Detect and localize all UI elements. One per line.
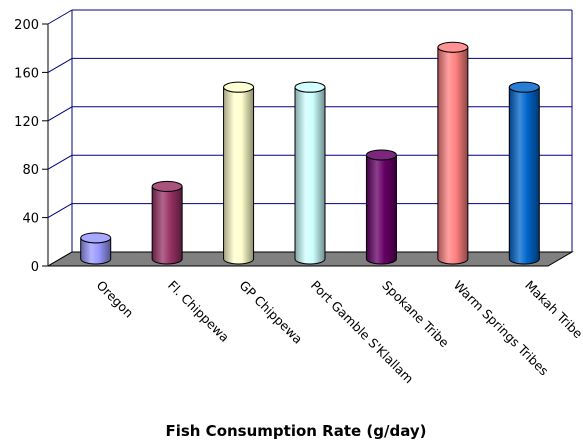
bar-6 bbox=[437, 41, 469, 265]
bar-body bbox=[508, 87, 540, 265]
bars-layer bbox=[80, 41, 540, 265]
x-category-labels: Oregon Fl. Chippewa GP Chippewa Port Gamble… bbox=[94, 278, 583, 387]
y-tick-labels: 0 40 80 120 160 200 bbox=[14, 18, 39, 275]
bar-top bbox=[365, 149, 397, 161]
bar-body bbox=[365, 154, 397, 265]
bar-body bbox=[223, 87, 255, 265]
y-tick-label: 200 bbox=[14, 18, 39, 33]
y-tick-label: 80 bbox=[22, 163, 39, 178]
bar-top bbox=[151, 180, 183, 192]
y-tick-label: 0 bbox=[31, 260, 39, 275]
bar-4 bbox=[294, 81, 326, 265]
gridline-side bbox=[47, 57, 73, 73]
bar-2 bbox=[151, 180, 183, 265]
bar-1 bbox=[80, 232, 112, 265]
y-tick-label: 120 bbox=[14, 115, 39, 130]
bar-top bbox=[294, 81, 326, 93]
gridline-side bbox=[47, 9, 73, 25]
gridline-side bbox=[47, 154, 73, 170]
gridline-side bbox=[47, 106, 73, 122]
x-category-label: Makah Tribe bbox=[522, 278, 583, 342]
bar-5 bbox=[365, 149, 397, 265]
gridline-side bbox=[47, 203, 73, 219]
bar-top bbox=[223, 81, 255, 93]
bar-top bbox=[508, 81, 540, 93]
bar-3 bbox=[223, 81, 255, 265]
x-category-label: Fl. Chippewa bbox=[165, 278, 232, 345]
bar-top bbox=[80, 232, 112, 244]
bar-top bbox=[437, 41, 469, 53]
bar-7 bbox=[508, 81, 540, 265]
y-tick-label: 160 bbox=[14, 66, 39, 81]
x-axis-title: Fish Consumption Rate (g/day) bbox=[165, 422, 426, 440]
bar-body bbox=[294, 87, 326, 265]
x-category-label: Oregon bbox=[94, 278, 137, 321]
bar-body bbox=[151, 186, 183, 265]
x-category-label: Spokane Tribe bbox=[379, 278, 452, 351]
x-category-label: GP Chippewa bbox=[236, 278, 305, 347]
bar-body bbox=[437, 47, 469, 265]
y-tick-label: 40 bbox=[22, 212, 39, 227]
